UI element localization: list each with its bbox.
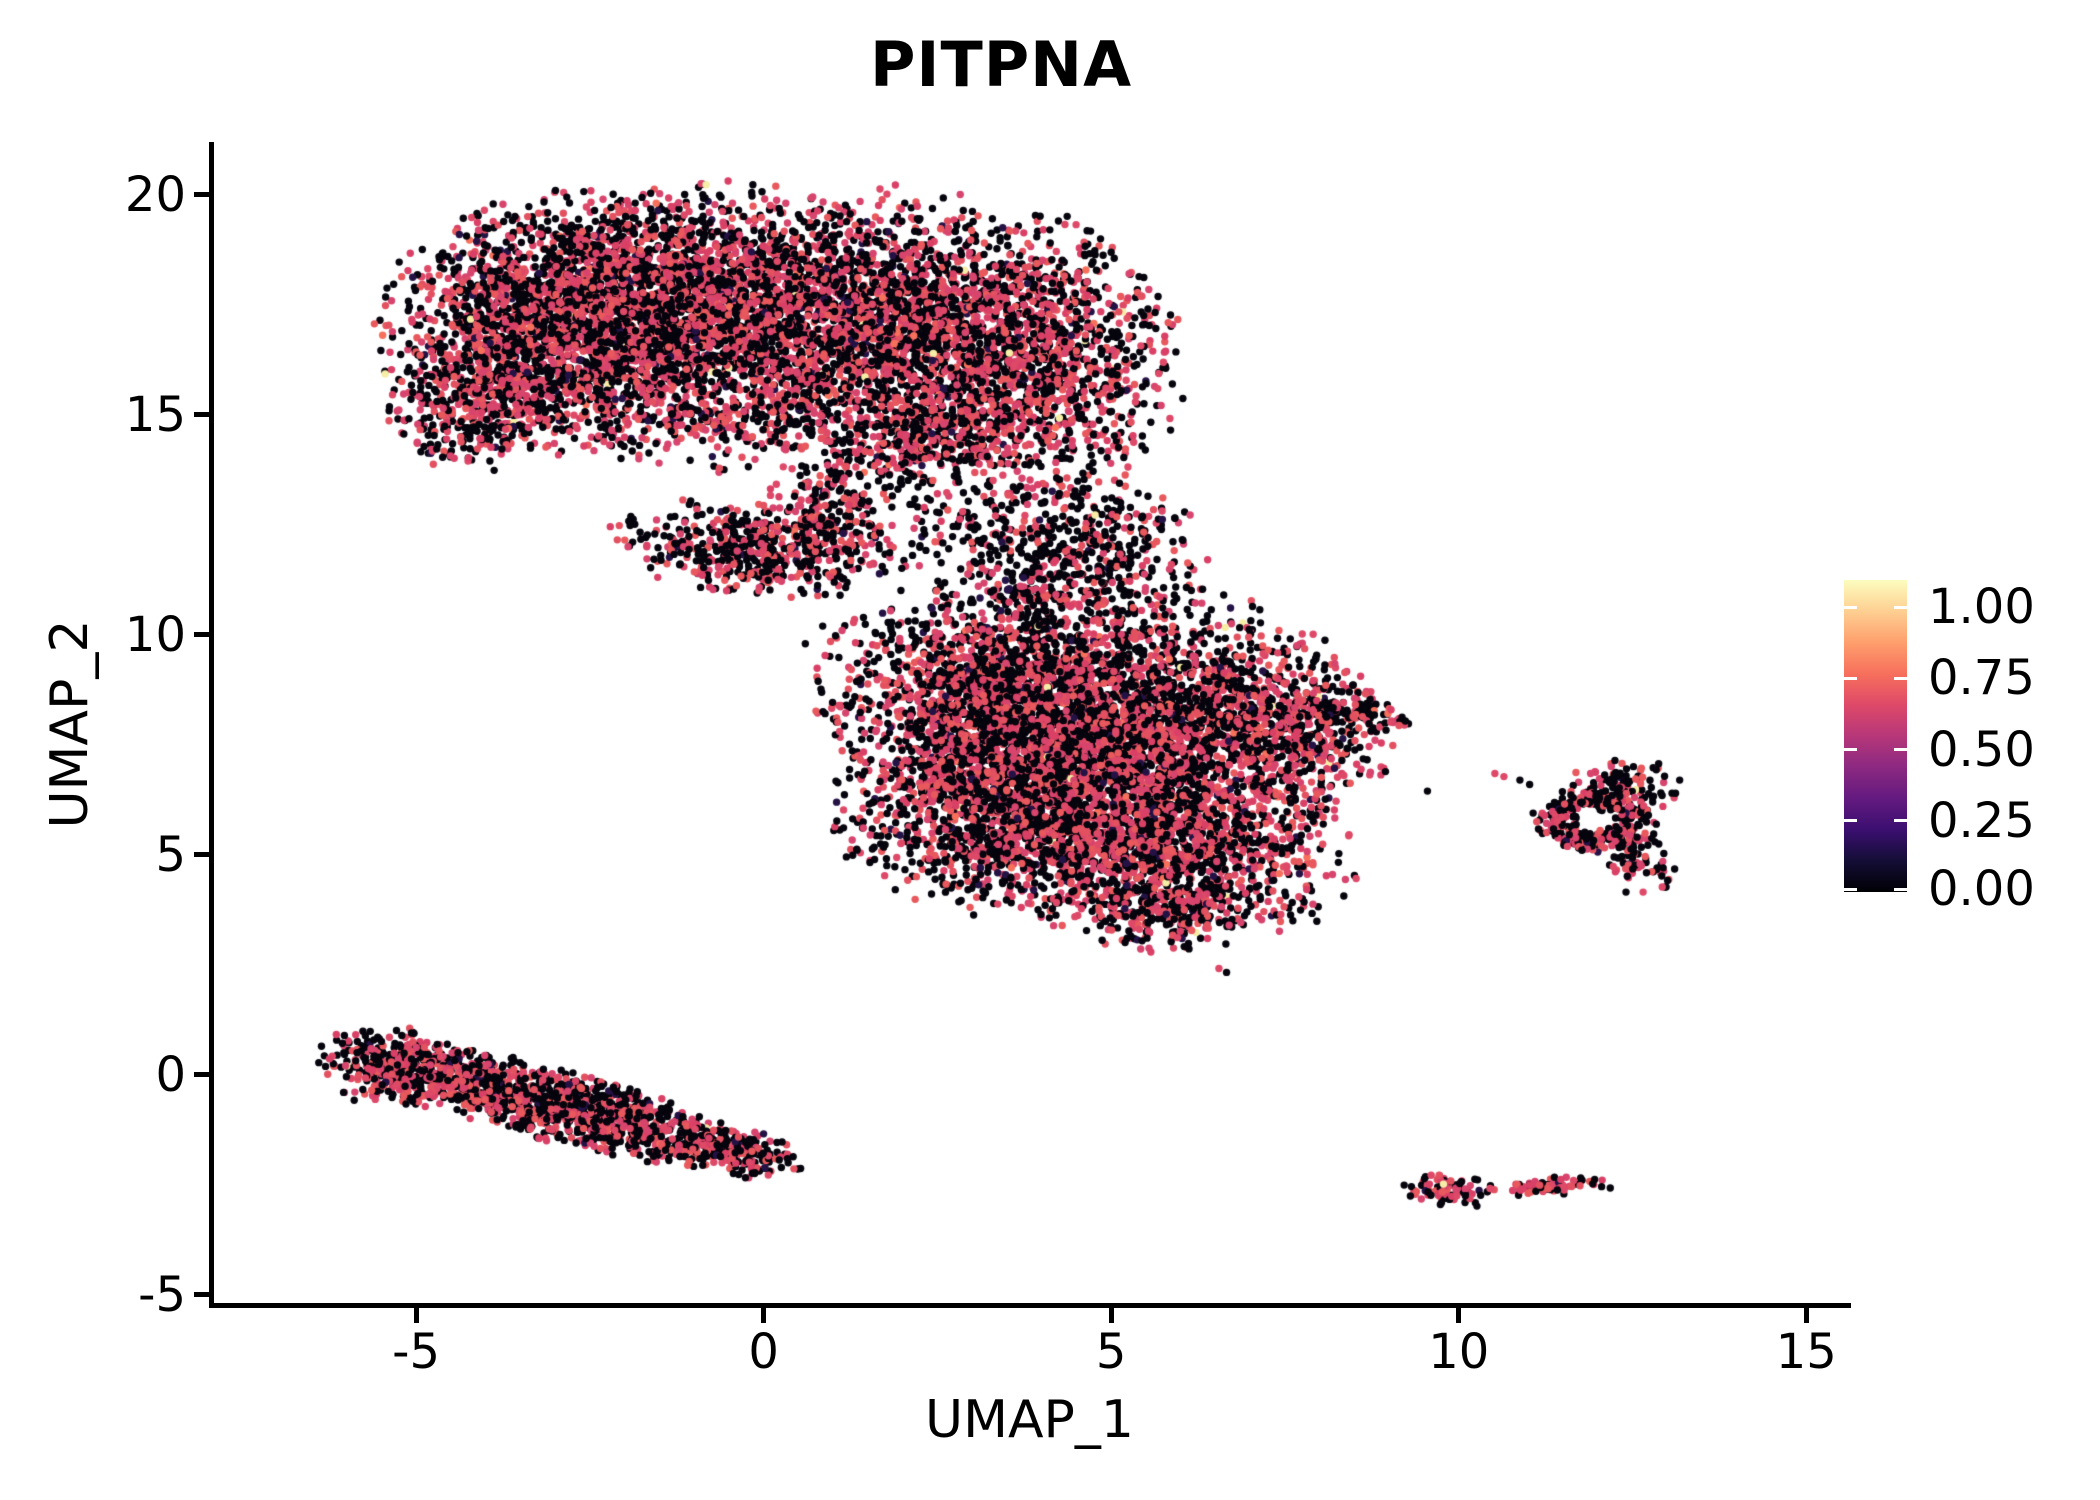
y-tick-mark	[194, 192, 209, 198]
colorbar-tick-mark	[1844, 819, 1857, 823]
y-tick-mark	[194, 412, 209, 418]
x-tick-mark	[761, 1308, 767, 1323]
colorbar-tick-label: 0.00	[1928, 861, 2035, 917]
x-tick-label: 10	[1428, 1324, 1490, 1380]
y-tick-mark	[194, 852, 209, 858]
colorbar-tick-label: 0.25	[1928, 792, 2035, 849]
x-tick-label: 15	[1775, 1324, 1837, 1380]
colorbar-tick-mark	[1894, 819, 1907, 823]
colorbar-tick-mark	[1894, 748, 1907, 752]
y-tick-label: 15	[124, 386, 186, 443]
y-tick-label: 20	[124, 166, 186, 223]
x-tick-mark	[1456, 1308, 1462, 1323]
y-axis-line	[209, 142, 214, 1308]
colorbar-tick-mark	[1894, 676, 1907, 680]
y-tick-label: -5	[138, 1266, 186, 1323]
colorbar-tick-mark	[1894, 887, 1907, 891]
x-tick-mark	[1803, 1308, 1809, 1323]
y-tick-label: 5	[155, 826, 186, 883]
x-tick-mark	[1108, 1308, 1114, 1323]
x-tick-label: -5	[392, 1324, 440, 1380]
colorbar-gradient	[1844, 580, 1907, 892]
y-tick-mark	[194, 1072, 209, 1078]
y-tick-mark	[194, 632, 209, 638]
x-tick-mark	[413, 1308, 419, 1323]
plot-title: PITPNA	[869, 28, 1133, 101]
y-axis-title: UMAP_2	[40, 619, 100, 829]
colorbar-tick-mark	[1844, 887, 1857, 891]
y-tick-mark	[194, 1292, 209, 1298]
colorbar-tick-label: 0.50	[1928, 721, 2035, 778]
x-axis-line	[209, 1303, 1851, 1308]
colorbar-tick-mark	[1894, 605, 1907, 609]
x-tick-label: 0	[748, 1324, 779, 1380]
colorbar-tick-mark	[1844, 748, 1857, 752]
x-axis-title: UMAP_1	[925, 1390, 1134, 1450]
x-tick-label: 5	[1095, 1324, 1127, 1380]
y-tick-label: 10	[124, 606, 186, 663]
colorbar-tick-label: 0.75	[1928, 650, 2035, 707]
colorbar-tick-mark	[1844, 605, 1857, 609]
colorbar-tick-mark	[1844, 676, 1857, 680]
colorbar-tick-label: 1.00	[1928, 579, 2035, 636]
y-tick-label: 0	[155, 1046, 186, 1103]
